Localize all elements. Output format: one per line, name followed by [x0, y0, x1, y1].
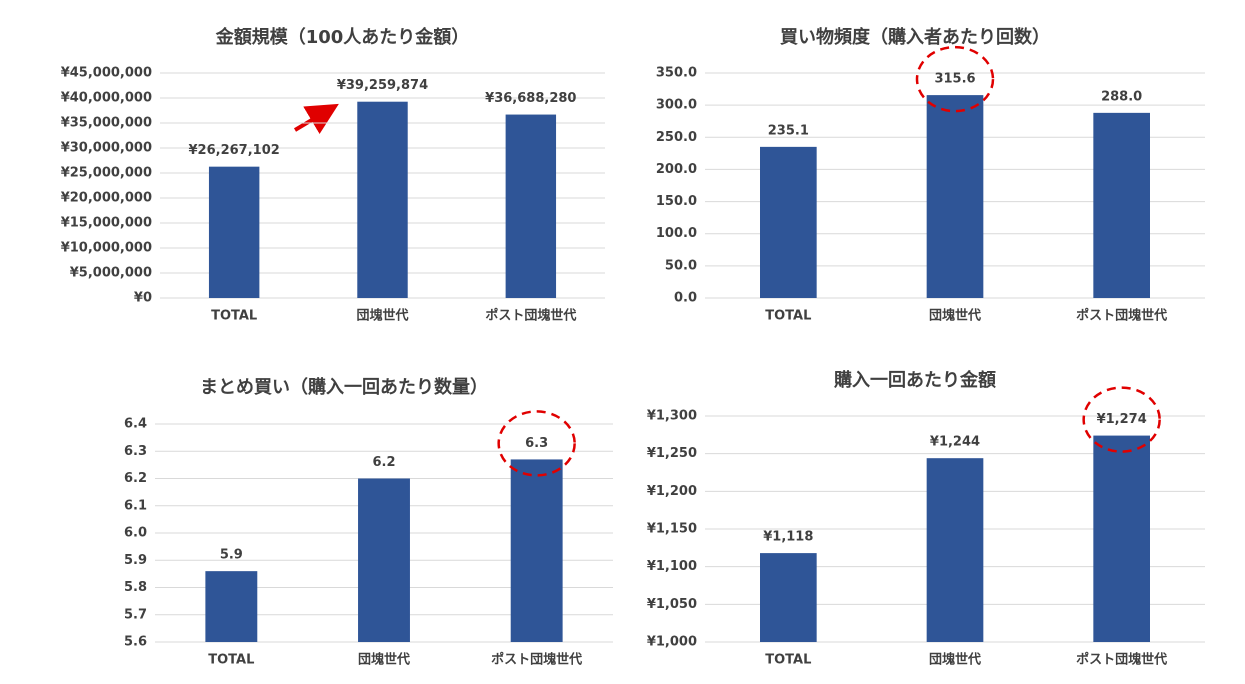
- data-label: 6.2: [372, 455, 395, 470]
- y-tick-label: 5.9: [124, 553, 147, 568]
- y-tick-label: ¥1,000: [647, 635, 697, 650]
- chart-title: 金額規模（100人あたり金額）: [215, 26, 470, 48]
- y-tick-label: 0.0: [674, 291, 697, 306]
- bar: [208, 166, 260, 298]
- bar: [505, 114, 557, 299]
- y-tick-label: 5.6: [124, 635, 147, 650]
- chart-title: 買い物頻度（購入者あたり回数）: [780, 26, 1050, 48]
- y-tick-label: ¥0: [134, 291, 152, 306]
- y-tick-label: ¥35,000,000: [61, 116, 152, 131]
- bar: [357, 101, 408, 299]
- y-tick-label: 100.0: [656, 226, 697, 241]
- chart-title: まとめ買い（購入一回あたり数量）: [200, 376, 488, 398]
- bar: [760, 553, 817, 642]
- x-tick-label: TOTAL: [765, 309, 811, 324]
- x-tick-label: ポスト団塊世代: [1076, 308, 1167, 324]
- bar: [1093, 112, 1150, 298]
- y-tick-label: 6.3: [124, 444, 147, 459]
- y-tick-label: ¥1,150: [647, 522, 697, 537]
- data-label: ¥1,274: [1097, 412, 1147, 427]
- data-label: ¥26,267,102: [189, 143, 280, 158]
- highlight-circle: [915, 45, 995, 113]
- y-tick-label: 150.0: [656, 194, 697, 209]
- x-tick-label: TOTAL: [208, 653, 254, 668]
- x-tick-label: ポスト団塊世代: [491, 652, 582, 668]
- y-tick-label: 200.0: [656, 162, 697, 177]
- bar: [510, 459, 563, 642]
- bar: [926, 95, 984, 298]
- y-tick-label: 350.0: [656, 66, 697, 81]
- y-tick-label: ¥25,000,000: [61, 166, 152, 181]
- x-tick-label: 団塊世代: [358, 652, 410, 668]
- y-tick-label: 5.7: [124, 607, 147, 622]
- y-tick-label: ¥20,000,000: [61, 191, 152, 206]
- y-tick-label: 6.1: [124, 498, 147, 513]
- y-tick-label: 5.8: [124, 580, 147, 595]
- y-tick-label: ¥1,100: [647, 559, 697, 574]
- x-tick-label: 団塊世代: [929, 652, 981, 668]
- x-tick-label: TOTAL: [765, 653, 811, 668]
- y-tick-label: 6.2: [124, 471, 147, 486]
- x-tick-label: ポスト団塊世代: [485, 308, 576, 324]
- y-tick-label: 6.0: [124, 526, 147, 541]
- y-tick-label: 6.4: [124, 417, 147, 432]
- bar: [760, 146, 817, 298]
- y-tick-label: ¥40,000,000: [61, 91, 152, 106]
- x-tick-label: ポスト団塊世代: [1076, 652, 1167, 668]
- y-tick-label: 250.0: [656, 130, 697, 145]
- y-tick-label: ¥1,250: [647, 446, 697, 461]
- data-label: 5.9: [220, 548, 243, 563]
- data-label: ¥39,259,874: [337, 78, 428, 93]
- y-tick-label: ¥30,000,000: [61, 141, 152, 156]
- data-label: ¥1,244: [930, 435, 980, 450]
- y-tick-label: 300.0: [656, 98, 697, 113]
- data-label: 6.3: [525, 436, 548, 451]
- data-label: ¥36,688,280: [485, 91, 576, 106]
- y-tick-label: ¥45,000,000: [61, 66, 152, 81]
- bar: [358, 478, 410, 642]
- x-tick-label: 団塊世代: [356, 308, 408, 324]
- highlight-circle: [497, 410, 576, 477]
- bar: [926, 458, 984, 642]
- chart-title: 購入一回あたり金額: [833, 369, 996, 391]
- data-label: 235.1: [768, 123, 809, 138]
- y-tick-label: 50.0: [665, 258, 697, 273]
- y-tick-label: ¥5,000,000: [70, 266, 152, 281]
- bar: [1093, 435, 1150, 642]
- x-tick-label: 団塊世代: [929, 308, 981, 324]
- bar: [205, 571, 258, 642]
- y-tick-label: ¥1,200: [647, 484, 697, 499]
- x-tick-label: TOTAL: [211, 309, 257, 324]
- y-tick-label: ¥10,000,000: [61, 241, 152, 256]
- y-tick-label: ¥1,300: [647, 409, 697, 424]
- arrow: [293, 103, 339, 135]
- data-label: 315.6: [934, 72, 975, 87]
- data-label: ¥1,118: [763, 530, 813, 545]
- data-label: 288.0: [1101, 89, 1142, 104]
- highlight-circle: [1082, 386, 1161, 453]
- y-tick-label: ¥1,050: [647, 597, 697, 612]
- y-tick-label: ¥15,000,000: [61, 216, 152, 231]
